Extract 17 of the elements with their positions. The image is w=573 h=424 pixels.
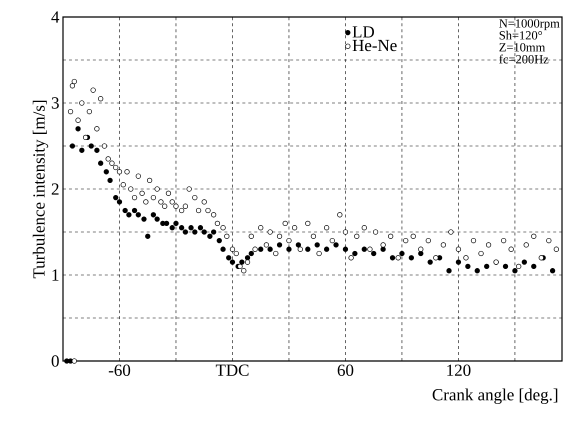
y-tick-label: 3	[52, 97, 59, 109]
x-tick-label: 120	[447, 364, 470, 376]
legend-label: LD	[352, 26, 374, 38]
y-tick-label: 2	[52, 183, 59, 195]
annotation: Sh=120°	[500, 30, 542, 40]
x-axis-title: Crank angle [deg.]	[432, 388, 558, 404]
y-tick-label: 0	[52, 355, 59, 367]
annotation: Z=10mm	[499, 43, 546, 52]
annotation: N=1000rpm	[499, 19, 560, 30]
x-tick-label: TDC	[216, 364, 248, 376]
x-tick-label: 60	[338, 364, 354, 376]
y-tick-label: 4	[51, 11, 60, 23]
annotation: fc=200Hz	[499, 54, 548, 64]
y-tick-label: 1	[52, 269, 58, 281]
y-axis-title: Turbulence intensity [m/s]	[32, 100, 48, 278]
legend-label: He-Ne	[352, 40, 397, 52]
x-tick-label: -60	[108, 364, 130, 376]
